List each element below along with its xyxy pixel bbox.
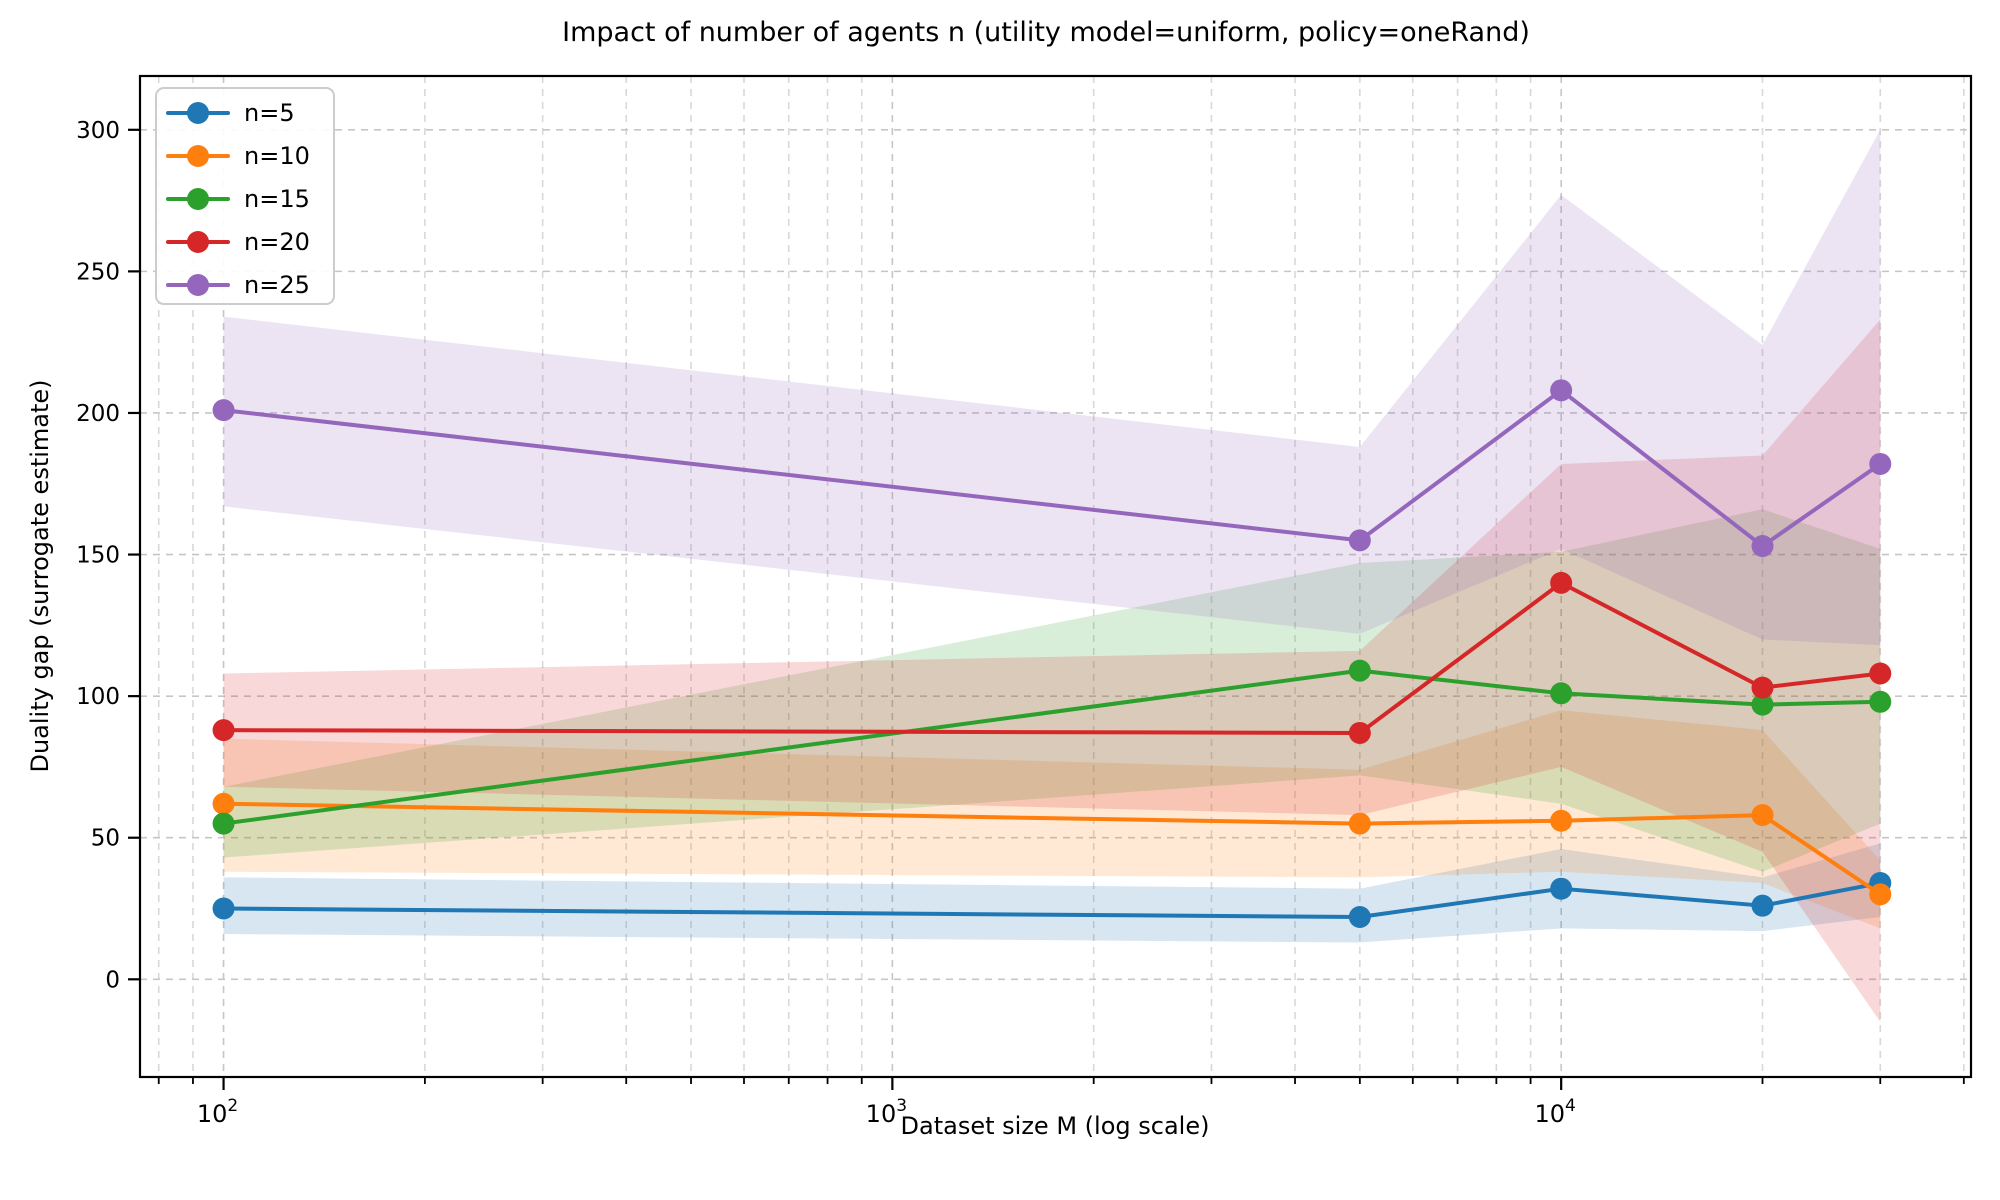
y-tick-label: 0 <box>105 967 120 993</box>
x-axis-label: Dataset size M (log scale) <box>900 1112 1210 1140</box>
data-point-n=10-M20000 <box>1751 804 1774 827</box>
legend-item-n=15: n=15 <box>166 185 310 213</box>
legend: n=5 n=10 n=15 n=20 n=25 <box>155 87 335 305</box>
y-axis-label: Duality gap (surrogate estimate) <box>26 379 54 773</box>
x-tick-label: 104 <box>1534 1096 1575 1128</box>
data-point-n=5-M100 <box>212 897 235 920</box>
data-point-n=10-M100 <box>212 792 235 815</box>
data-point-n=20-M20000 <box>1751 676 1774 699</box>
legend-marker-n=15 <box>187 188 209 210</box>
legend-label-n=20: n=20 <box>244 228 310 256</box>
y-tick-label: 200 <box>76 401 120 427</box>
legend-marker-n=10 <box>187 145 209 167</box>
data-point-n=20-M10000 <box>1550 571 1573 594</box>
confidence-band-n=15 <box>223 509 1881 872</box>
data-point-n=15-M5000 <box>1348 659 1371 682</box>
data-point-n=10-M30000 <box>1869 883 1892 906</box>
data-point-n=25-M5000 <box>1348 529 1371 552</box>
legend-label-n=10: n=10 <box>244 142 310 170</box>
data-point-n=15-M100 <box>212 812 235 835</box>
chart-title: Impact of number of agents n (utility mo… <box>562 17 1530 48</box>
data-point-n=10-M10000 <box>1550 809 1573 832</box>
legend-item-n=20: n=20 <box>166 228 310 256</box>
data-point-n=25-M30000 <box>1869 452 1892 475</box>
data-point-n=20-M5000 <box>1348 721 1371 744</box>
data-point-n=25-M10000 <box>1550 379 1573 402</box>
bands-layer <box>223 129 1881 1022</box>
legend-label-n=5: n=5 <box>244 99 295 127</box>
lines-layer <box>212 379 1892 929</box>
x-tick-label: 103 <box>866 1096 907 1128</box>
data-point-n=15-M30000 <box>1869 690 1892 713</box>
data-point-n=15-M20000 <box>1751 693 1774 716</box>
y-tick-label: 250 <box>76 259 120 285</box>
y-tick-label: 100 <box>76 684 120 710</box>
data-point-n=5-M10000 <box>1550 877 1573 900</box>
plot-border <box>138 74 1973 1079</box>
confidence-band-n=20 <box>223 319 1881 1022</box>
legend-label-n=25: n=25 <box>244 271 310 299</box>
data-point-n=15-M10000 <box>1550 682 1573 705</box>
ticks-layer: 0 50 100 150 200 250 300 102 103 104 <box>76 118 1965 1128</box>
legend-marker-n=20 <box>187 231 209 253</box>
data-point-n=10-M5000 <box>1348 812 1371 835</box>
data-point-n=20-M30000 <box>1869 662 1892 685</box>
data-point-n=25-M100 <box>212 399 235 422</box>
y-tick-label: 50 <box>91 826 120 852</box>
y-tick-label: 150 <box>76 543 120 569</box>
y-tick-label: 300 <box>76 118 120 144</box>
legend-label-n=15: n=15 <box>244 185 310 213</box>
legend-item-n=10: n=10 <box>166 142 310 170</box>
confidence-band-n=25 <box>223 129 1881 646</box>
legend-marker-n=25 <box>187 274 209 296</box>
legend-marker-n=5 <box>187 102 209 124</box>
confidence-band-n=5 <box>223 843 1881 943</box>
legend-item-n=5: n=5 <box>166 99 295 127</box>
legend-item-n=25: n=25 <box>166 271 310 299</box>
data-point-n=20-M100 <box>212 719 235 742</box>
x-tick-label: 102 <box>197 1096 238 1128</box>
data-point-n=5-M5000 <box>1348 906 1371 929</box>
data-point-n=5-M20000 <box>1751 894 1774 917</box>
data-point-n=25-M20000 <box>1751 535 1774 558</box>
